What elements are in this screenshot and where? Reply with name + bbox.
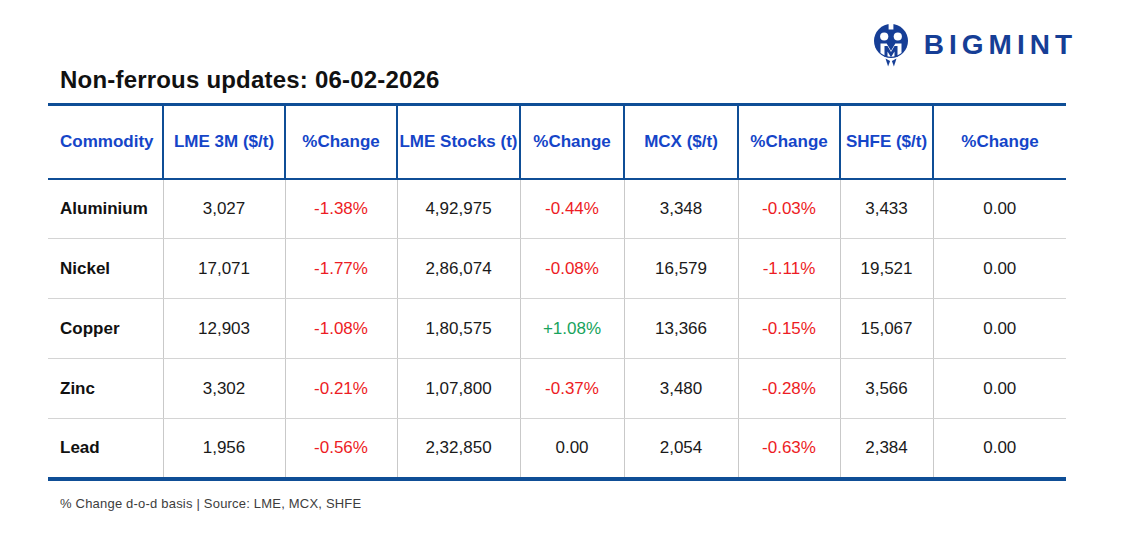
value-cell: 15,067 — [840, 299, 933, 359]
brand-logo: BIGMINT — [870, 22, 1077, 68]
table-header-row: CommodityLME 3M ($/t)%ChangeLME Stocks (… — [48, 105, 1066, 179]
column-header: SHFE ($/t) — [840, 105, 933, 179]
brand-name: BIGMINT — [924, 29, 1077, 61]
value-cell: 2,054 — [624, 419, 738, 479]
value-cell: 2,32,850 — [397, 419, 520, 479]
change-cell: +1.08% — [520, 299, 624, 359]
table-row: Zinc3,302-0.21%1,07,800-0.37%3,480-0.28%… — [48, 359, 1066, 419]
commodity-table: CommodityLME 3M ($/t)%ChangeLME Stocks (… — [48, 103, 1066, 481]
value-cell: 3,480 — [624, 359, 738, 419]
change-cell: 0.00 — [933, 419, 1066, 479]
value-cell: 13,366 — [624, 299, 738, 359]
column-header: %Change — [285, 105, 397, 179]
column-header: %Change — [738, 105, 840, 179]
change-cell: 0.00 — [933, 299, 1066, 359]
change-cell: -1.38% — [285, 179, 397, 239]
table-row: Lead1,956-0.56%2,32,8500.002,054-0.63%2,… — [48, 419, 1066, 479]
value-cell: 4,92,975 — [397, 179, 520, 239]
column-header-commodity: Commodity — [48, 105, 163, 179]
change-cell: 0.00 — [520, 419, 624, 479]
value-cell: 1,956 — [163, 419, 285, 479]
value-cell: 16,579 — [624, 239, 738, 299]
footer-note: % Change d-o-d basis | Source: LME, MCX,… — [60, 496, 361, 511]
value-cell: 3,027 — [163, 179, 285, 239]
change-cell: -0.28% — [738, 359, 840, 419]
change-cell: -0.21% — [285, 359, 397, 419]
change-cell: -0.44% — [520, 179, 624, 239]
value-cell: 3,348 — [624, 179, 738, 239]
table-row: Nickel17,071-1.77%2,86,074-0.08%16,579-1… — [48, 239, 1066, 299]
column-header: %Change — [520, 105, 624, 179]
value-cell: 3,433 — [840, 179, 933, 239]
value-cell: 2,384 — [840, 419, 933, 479]
change-cell: -0.03% — [738, 179, 840, 239]
page: BIGMINT Non-ferrous updates: 06-02-2026 … — [0, 0, 1137, 533]
change-cell: 0.00 — [933, 359, 1066, 419]
commodity-cell: Zinc — [48, 359, 163, 419]
value-cell: 1,80,575 — [397, 299, 520, 359]
commodity-cell: Copper — [48, 299, 163, 359]
value-cell: 1,07,800 — [397, 359, 520, 419]
value-cell: 12,903 — [163, 299, 285, 359]
value-cell: 2,86,074 — [397, 239, 520, 299]
column-header: LME Stocks (t) — [397, 105, 520, 179]
column-header: %Change — [933, 105, 1066, 179]
value-cell: 17,071 — [163, 239, 285, 299]
commodity-cell: Nickel — [48, 239, 163, 299]
change-cell: -0.08% — [520, 239, 624, 299]
table-row: Copper12,903-1.08%1,80,575+1.08%13,366-0… — [48, 299, 1066, 359]
column-header: LME 3M ($/t) — [163, 105, 285, 179]
change-cell: 0.00 — [933, 179, 1066, 239]
bigmint-logo-icon — [870, 22, 912, 68]
commodity-cell: Aluminium — [48, 179, 163, 239]
column-header: MCX ($/t) — [624, 105, 738, 179]
change-cell: -1.11% — [738, 239, 840, 299]
change-cell: -0.63% — [738, 419, 840, 479]
value-cell: 3,566 — [840, 359, 933, 419]
value-cell: 3,302 — [163, 359, 285, 419]
change-cell: -0.15% — [738, 299, 840, 359]
change-cell: 0.00 — [933, 239, 1066, 299]
table-body: Aluminium3,027-1.38%4,92,975-0.44%3,348-… — [48, 179, 1066, 479]
change-cell: -1.77% — [285, 239, 397, 299]
commodity-table-container: CommodityLME 3M ($/t)%ChangeLME Stocks (… — [48, 103, 1066, 481]
value-cell: 19,521 — [840, 239, 933, 299]
change-cell: -0.37% — [520, 359, 624, 419]
change-cell: -0.56% — [285, 419, 397, 479]
table-row: Aluminium3,027-1.38%4,92,975-0.44%3,348-… — [48, 179, 1066, 239]
page-title: Non-ferrous updates: 06-02-2026 — [60, 66, 440, 94]
commodity-cell: Lead — [48, 419, 163, 479]
change-cell: -1.08% — [285, 299, 397, 359]
